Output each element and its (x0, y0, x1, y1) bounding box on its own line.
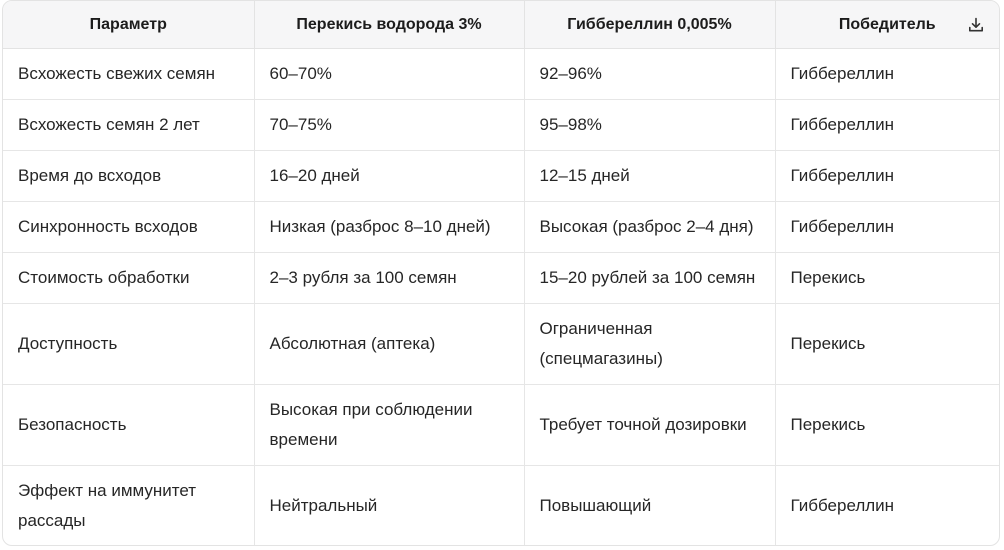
table-row: Время до всходов 16–20 дней 12–15 дней Г… (3, 150, 999, 202)
cell-gibberellin: 12–15 дней (524, 150, 776, 202)
table-row: Всхожесть свежих семян 60–70% 92–96% Гиб… (3, 48, 999, 100)
cell-parameter: Эффект на иммунитет рассады (3, 465, 255, 545)
table-header-row: Параметр Перекись водорода 3% Гибберелли… (3, 1, 999, 49)
cell-gibberellin: Повышающий (524, 465, 776, 545)
header-winner: Победитель (838, 15, 936, 33)
cell-peroxide: 60–70% (254, 48, 525, 100)
cell-gibberellin: 95–98% (524, 99, 776, 151)
cell-parameter: Доступность (3, 303, 255, 385)
cell-peroxide: 2–3 рубля за 100 семян (254, 252, 525, 304)
download-icon (969, 17, 983, 32)
cell-parameter: Всхожесть семян 2 лет (3, 99, 255, 151)
comparison-table: Параметр Перекись водорода 3% Гибберелли… (3, 1, 999, 545)
cell-gibberellin: Высокая (разброс 2–4 дня) (524, 201, 776, 253)
cell-peroxide: 16–20 дней (254, 150, 525, 202)
cell-winner: Перекись (775, 303, 999, 385)
cell-winner: Перекись (775, 384, 999, 466)
header-gibberellin: Гиббереллин 0,005% (524, 1, 776, 49)
cell-winner: Гиббереллин (775, 150, 999, 202)
table-row: Эффект на иммунитет рассады Нейтральный … (3, 465, 999, 545)
cell-parameter: Безопасность (3, 384, 255, 466)
cell-gibberellin: 15–20 рублей за 100 семян (524, 252, 776, 304)
table-row: Доступность Абсолютная (аптека) Ограниче… (3, 303, 999, 385)
header-peroxide: Перекись водорода 3% (254, 1, 525, 49)
cell-winner: Перекись (775, 252, 999, 304)
header-parameter: Параметр (3, 1, 255, 49)
table-row: Стоимость обработки 2–3 рубля за 100 сем… (3, 252, 999, 304)
cell-peroxide: 70–75% (254, 99, 525, 151)
cell-winner: Гиббереллин (790, 496, 895, 515)
table-row: Синхронность всходов Низкая (разброс 8–1… (3, 201, 999, 253)
cell-winner: Гиббереллин (775, 48, 999, 100)
cell-parameter: Синхронность всходов (3, 201, 255, 253)
header-winner-cell: Победитель (775, 1, 999, 49)
cell-peroxide: Высокая при соблюдении времени (254, 384, 525, 466)
table-row: Всхожесть семян 2 лет 70–75% 95–98% Гибб… (3, 99, 999, 151)
cell-winner: Гиббереллин (775, 201, 999, 253)
download-button[interactable] (965, 14, 987, 36)
cell-peroxide: Абсолютная (аптека) (254, 303, 525, 385)
cell-gibberellin: 92–96% (524, 48, 776, 100)
cell-parameter: Всхожесть свежих семян (3, 48, 255, 100)
table-row: Безопасность Высокая при соблюдении врем… (3, 384, 999, 466)
cell-parameter: Время до всходов (3, 150, 255, 202)
cell-gibberellin: Требует точной дозировки (524, 384, 776, 466)
cell-gibberellin: Ограниченная (спецмагазины) (524, 303, 776, 385)
cell-winner: Гиббереллин (775, 99, 999, 151)
cell-peroxide: Низкая (разброс 8–10 дней) (254, 201, 525, 253)
cell-parameter: Стоимость обработки (3, 252, 255, 304)
cell-peroxide: Нейтральный (254, 465, 525, 545)
